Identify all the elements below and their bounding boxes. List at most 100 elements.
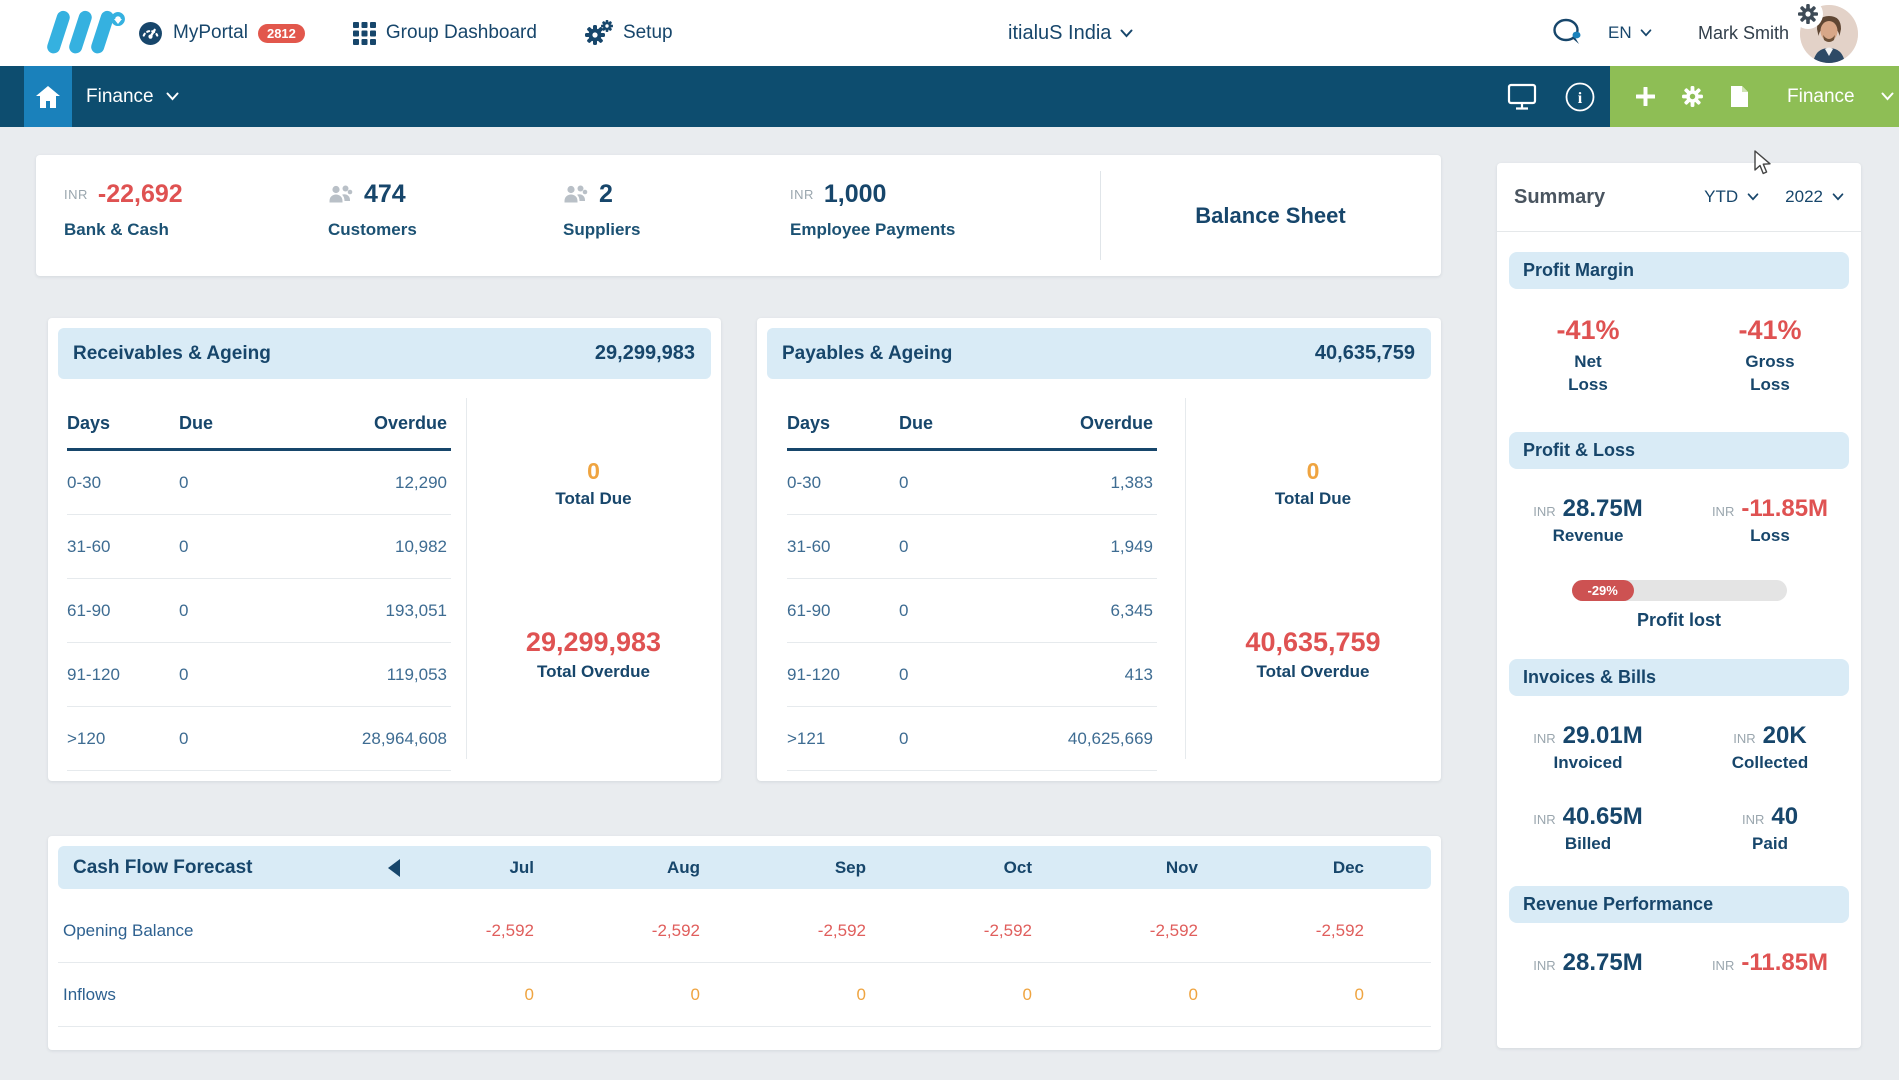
- receivables-totals: 0 Total Due 29,299,983 Total Overdue: [466, 318, 721, 682]
- net-loss-value: -41%: [1556, 315, 1620, 345]
- table-row: 0-30 0 1,383: [787, 451, 1157, 515]
- user-name: Mark Smith: [1698, 22, 1790, 43]
- info-button[interactable]: i: [1556, 66, 1604, 127]
- home-icon: [36, 85, 60, 108]
- month-header: Nov: [1165, 857, 1198, 877]
- language-code: EN: [1608, 23, 1632, 42]
- cash-flow-row-opening-balance: Opening Balance -2,592 -2,592 -2,592 -2,…: [58, 899, 1431, 963]
- total-overdue-value: 40,635,759: [1245, 627, 1381, 657]
- company-selector[interactable]: itialuS India: [1008, 0, 1133, 66]
- module-name: Finance: [86, 85, 154, 107]
- payables-header: Payables & Ageing 40,635,759: [767, 328, 1431, 379]
- month-header: Dec: [1332, 857, 1364, 877]
- chat-button[interactable]: [1552, 18, 1583, 47]
- table-row: 61-90 0 6,345: [787, 579, 1157, 643]
- cash-flow-row-inflows: Inflows 0 0 0 0 0 0: [58, 963, 1431, 1027]
- chat-icon: [1553, 18, 1581, 44]
- balance-sheet-link[interactable]: Balance Sheet: [1195, 202, 1346, 228]
- monitor-icon: [1507, 83, 1537, 110]
- period-value: YTD: [1704, 187, 1739, 206]
- currency-label: INR: [1733, 731, 1756, 746]
- chevron-down-icon: [1747, 193, 1759, 201]
- nav-item-myportal[interactable]: MyPortal 2812: [138, 21, 305, 46]
- currency-label: INR: [1533, 812, 1556, 827]
- suppliers-value: 2: [599, 180, 613, 208]
- profit-lost-percent: -29%: [1571, 580, 1634, 601]
- profit-lost-label: Profit lost: [1637, 610, 1721, 630]
- cash-flow-title: Cash Flow Forecast: [73, 856, 253, 878]
- currency-label: INR: [1741, 812, 1765, 827]
- currency-label: INR: [1711, 504, 1735, 519]
- cash-flow-forecast-card: Cash Flow Forecast Jul Aug Sep Oct Nov D…: [48, 836, 1441, 1050]
- display-mode-button[interactable]: [1498, 66, 1546, 127]
- company-name: itialuS India: [1008, 21, 1112, 44]
- payables-totals: 0 Total Due 40,635,759 Total Overdue: [1185, 318, 1441, 682]
- gears-icon: [584, 20, 613, 45]
- stats-summary-card: INR -22,692 Bank & Cash 474 Customers: [36, 155, 1441, 276]
- summary-title: Summary: [1514, 185, 1606, 208]
- currency-label: INR: [1711, 958, 1735, 973]
- nav-label-setup: Setup: [622, 22, 673, 43]
- month-header: Aug: [666, 857, 700, 877]
- chevron-down-icon: [1640, 29, 1651, 37]
- receivables-ageing-card: Receivables & Ageing 29,299,983 Days Due…: [48, 318, 721, 781]
- month-header: Jul: [388, 858, 554, 878]
- actions-module-name: Finance: [1787, 85, 1855, 107]
- year-selector[interactable]: 2022: [1785, 187, 1844, 207]
- customers-label: Customers: [328, 220, 417, 239]
- nav-item-group-dashboard[interactable]: Group Dashboard: [352, 21, 537, 45]
- language-selector[interactable]: EN: [1608, 0, 1652, 66]
- revenue-performance-metrics: INR 28.75M INR -11.85M: [1497, 949, 1861, 977]
- chevron-down-icon: [1832, 193, 1844, 201]
- myportal-count-badge: 2812: [257, 23, 305, 43]
- bank-cash-value: -22,692: [97, 180, 183, 208]
- cash-flow-row-outflows: Outflows 0 0 0 0 0 0: [58, 1027, 1431, 1051]
- col-due: Due: [899, 412, 934, 433]
- receivables-total: 29,299,983: [594, 342, 695, 364]
- payables-total: 40,635,759: [1314, 342, 1415, 364]
- col-due: Due: [179, 412, 214, 433]
- revenue-performance-section-title: Revenue Performance: [1509, 886, 1849, 923]
- revenue-label: Revenue: [1552, 526, 1624, 545]
- year-value: 2022: [1785, 187, 1823, 206]
- total-due-value: 0: [1306, 458, 1320, 484]
- month-header: Sep: [834, 857, 866, 877]
- top-bar: MyPortal 2812 Group Dashboard: [0, 0, 1899, 66]
- total-due-value: 0: [587, 458, 600, 484]
- table-row: 0-30 0 12,290: [67, 451, 451, 515]
- chevron-down-icon: [166, 92, 179, 101]
- invoiced-value: 29.01M: [1562, 722, 1643, 749]
- file-icon: [1731, 86, 1748, 107]
- table-header-row: Days Due Overdue: [787, 398, 1157, 451]
- loss-value: -11.85M: [1741, 495, 1829, 522]
- currency-label: INR: [790, 187, 814, 202]
- profit-margin-section-title: Profit Margin: [1509, 252, 1849, 289]
- profit-loss-metrics: INR 28.75M Revenue INR -11.85M Loss: [1497, 495, 1861, 546]
- cash-flow-header: Cash Flow Forecast Jul Aug Sep Oct Nov D…: [58, 846, 1431, 889]
- top-navigation: MyPortal 2812 Group Dashboard: [138, 0, 673, 66]
- app-logo[interactable]: [44, 8, 140, 60]
- net-loss-label-1: Net: [1574, 352, 1602, 371]
- receivables-title: Receivables & Ageing: [73, 342, 271, 364]
- invoices-bills-metrics-row1: INR 29.01M Invoiced INR 20K Collected: [1497, 722, 1861, 773]
- module-selector[interactable]: Finance: [86, 66, 179, 127]
- home-button[interactable]: [24, 66, 72, 127]
- total-overdue-label: Total Overdue: [1256, 662, 1370, 681]
- revenue-value: 28.75M: [1562, 495, 1643, 522]
- user-avatar[interactable]: [1793, 0, 1858, 63]
- period-selector[interactable]: YTD: [1704, 187, 1759, 207]
- gauge-icon: [139, 21, 162, 45]
- settings-button[interactable]: [1681, 85, 1704, 108]
- customers-icon: [329, 185, 353, 202]
- chevron-down-icon[interactable]: [1881, 92, 1894, 101]
- previous-months-arrow-icon[interactable]: [388, 858, 400, 877]
- chevron-down-icon: [1120, 29, 1133, 37]
- billed-value: 40.65M: [1562, 803, 1643, 830]
- summary-panel: Summary YTD 2022 Profit Margin -41% Net …: [1497, 163, 1861, 1048]
- document-button[interactable]: [1730, 85, 1749, 108]
- rp-loss-value: -11.85M: [1741, 949, 1829, 976]
- bank-cash-label: Bank & Cash: [64, 220, 169, 239]
- add-button[interactable]: [1636, 87, 1655, 106]
- nav-item-setup[interactable]: Setup: [584, 20, 673, 46]
- avatar-settings-gear[interactable]: [1793, 0, 1823, 29]
